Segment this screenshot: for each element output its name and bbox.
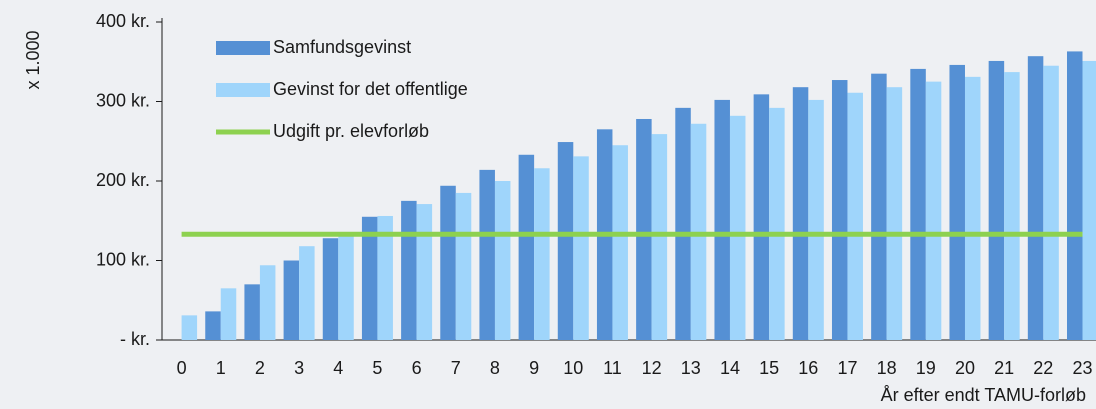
bar bbox=[205, 311, 221, 340]
bar bbox=[753, 94, 770, 340]
bar bbox=[534, 168, 550, 340]
x-tick-label: 19 bbox=[916, 358, 936, 378]
bar bbox=[871, 73, 887, 341]
bar bbox=[440, 185, 456, 340]
bar bbox=[729, 115, 746, 340]
bar bbox=[401, 200, 417, 340]
x-tick-label: 4 bbox=[333, 358, 343, 378]
legend-marker bbox=[216, 83, 270, 97]
x-tick-label: 9 bbox=[529, 358, 539, 378]
x-tick-label: 15 bbox=[759, 358, 779, 378]
x-tick-label: 11 bbox=[603, 358, 622, 378]
x-tick-label: 22 bbox=[1033, 358, 1053, 378]
y-axis-label: x 1.000 bbox=[23, 30, 43, 89]
bar bbox=[220, 288, 237, 340]
bar bbox=[361, 216, 378, 340]
bar bbox=[886, 87, 903, 340]
x-tick-label: 18 bbox=[877, 358, 897, 378]
bar bbox=[925, 81, 942, 340]
bar bbox=[1082, 60, 1096, 340]
bar bbox=[283, 260, 300, 340]
x-tick-label: 3 bbox=[294, 358, 304, 378]
x-tick-label: 23 bbox=[1072, 358, 1092, 378]
bar bbox=[769, 107, 785, 340]
bar bbox=[636, 118, 652, 341]
bar bbox=[573, 156, 589, 340]
x-tick-label: 5 bbox=[372, 358, 382, 378]
y-tick-label: - kr. bbox=[120, 329, 150, 349]
y-tick-label: 300 kr. bbox=[96, 90, 150, 110]
bar bbox=[479, 169, 495, 340]
bar bbox=[675, 107, 691, 340]
x-tick-label: 0 bbox=[177, 358, 187, 378]
bar bbox=[322, 238, 339, 340]
bar bbox=[949, 64, 965, 341]
legend-label: Gevinst for det offentlige bbox=[273, 79, 468, 99]
bar bbox=[557, 142, 574, 340]
y-tick-label: 100 kr. bbox=[96, 249, 150, 269]
bar bbox=[910, 68, 926, 340]
x-tick-label: 7 bbox=[451, 358, 461, 378]
bar bbox=[792, 87, 809, 340]
bar bbox=[181, 315, 198, 340]
bar bbox=[244, 284, 260, 340]
bar bbox=[964, 76, 981, 340]
legend-label: Udgift pr. elevforløb bbox=[273, 121, 429, 141]
y-tick-label: 200 kr. bbox=[96, 170, 150, 190]
bar bbox=[988, 60, 1005, 340]
x-tick-label: 6 bbox=[412, 358, 422, 378]
x-tick-label: 8 bbox=[490, 358, 500, 378]
x-tick-label: 1 bbox=[216, 358, 226, 378]
bar bbox=[518, 154, 535, 340]
bar bbox=[1027, 56, 1044, 341]
bar bbox=[377, 215, 393, 340]
bar bbox=[299, 246, 315, 340]
x-tick-label: 2 bbox=[255, 358, 265, 378]
x-tick-label: 21 bbox=[994, 358, 1014, 378]
bar bbox=[338, 232, 354, 340]
bar bbox=[612, 145, 628, 340]
bar bbox=[494, 181, 511, 340]
bar bbox=[831, 80, 848, 340]
bar bbox=[651, 134, 668, 340]
bar bbox=[714, 99, 730, 340]
bar bbox=[847, 92, 863, 340]
bar bbox=[259, 265, 276, 340]
x-tick-label: 16 bbox=[798, 358, 818, 378]
legend-marker bbox=[216, 41, 270, 55]
x-tick-label: 20 bbox=[955, 358, 975, 378]
bar bbox=[808, 99, 824, 340]
y-tick-label: 400 kr. bbox=[96, 11, 150, 31]
bar bbox=[455, 192, 472, 340]
x-tick-label: 14 bbox=[720, 358, 740, 378]
bar bbox=[1043, 65, 1059, 340]
bar bbox=[1004, 72, 1020, 341]
x-tick-label: 17 bbox=[837, 358, 857, 378]
x-tick-label: 12 bbox=[642, 358, 662, 378]
legend-label: Samfundsgevinst bbox=[273, 37, 411, 57]
x-axis-label: År efter endt TAMU-forløb bbox=[881, 385, 1086, 405]
bar bbox=[1066, 51, 1083, 340]
x-tick-label: 10 bbox=[563, 358, 583, 378]
x-tick-label: 13 bbox=[681, 358, 701, 378]
bar bbox=[416, 204, 433, 340]
